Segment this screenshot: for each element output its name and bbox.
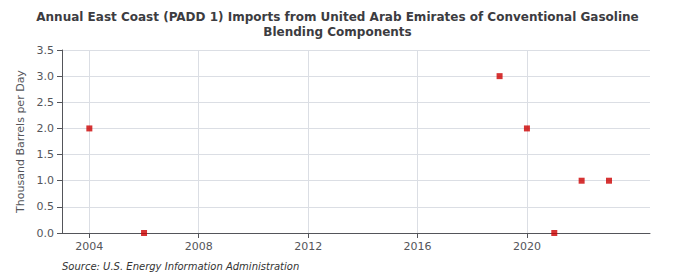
svg-text:2020: 2020	[513, 240, 541, 253]
svg-text:2004: 2004	[75, 240, 103, 253]
svg-text:1.0: 1.0	[37, 174, 55, 187]
svg-text:2.5: 2.5	[37, 96, 55, 109]
svg-text:Blending Components: Blending Components	[263, 25, 411, 39]
svg-text:2.0: 2.0	[37, 122, 55, 135]
svg-text:3.0: 3.0	[37, 70, 55, 83]
svg-text:1.5: 1.5	[37, 148, 55, 161]
svg-text:Source: U.S. Energy Informatio: Source: U.S. Energy Information Administ…	[62, 261, 299, 272]
svg-text:2012: 2012	[294, 240, 322, 253]
svg-text:Thousand Barrels per Day: Thousand Barrels per Day	[14, 70, 27, 214]
svg-text:Annual East Coast (PADD 1) Imp: Annual East Coast (PADD 1) Imports from …	[36, 10, 638, 24]
svg-text:0.0: 0.0	[37, 227, 55, 240]
svg-text:0.5: 0.5	[37, 200, 55, 213]
svg-text:2016: 2016	[404, 240, 432, 253]
svg-text:2008: 2008	[185, 240, 213, 253]
svg-text:3.5: 3.5	[37, 44, 55, 57]
